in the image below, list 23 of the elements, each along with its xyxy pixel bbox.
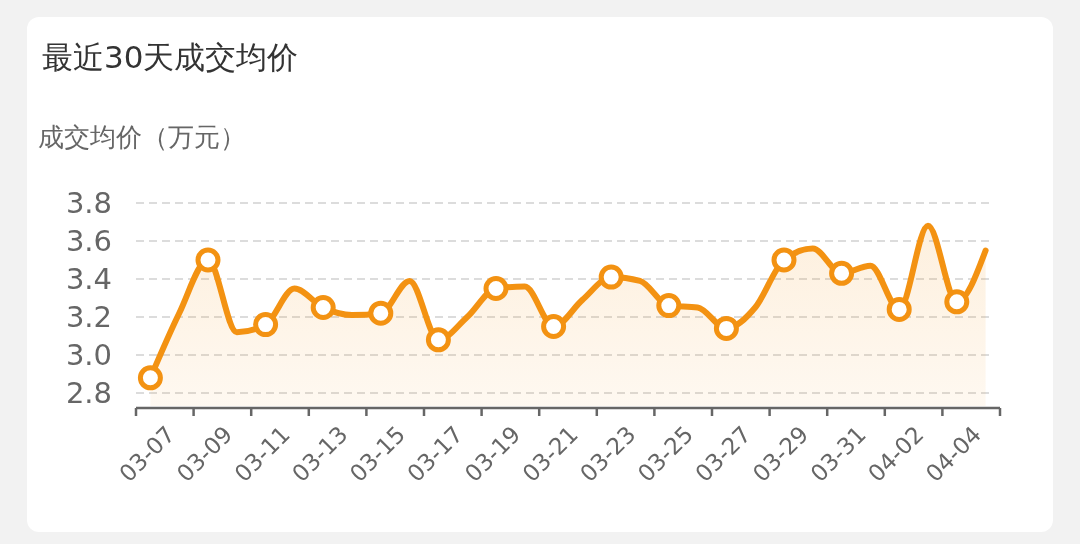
y-tick-label: 2.8 [65, 376, 112, 410]
point [598, 264, 624, 290]
point [656, 293, 682, 319]
point [886, 296, 912, 322]
point [713, 315, 739, 341]
point [483, 276, 509, 301]
y-tick-label: 3.8 [65, 186, 112, 220]
y-tick-label: 3.4 [65, 262, 112, 296]
point [137, 365, 163, 391]
chart-title: 最近30天成交均价 [42, 39, 299, 75]
y-tick-label: 3.6 [65, 224, 112, 258]
y-axis-title: 成交均价（万元） [38, 122, 246, 152]
point [195, 247, 221, 273]
point [829, 260, 855, 286]
y-tick-label: 3.0 [65, 338, 112, 372]
point [368, 300, 394, 326]
point [541, 314, 567, 339]
point [253, 312, 279, 338]
point [944, 289, 970, 315]
point [425, 327, 451, 353]
point [310, 295, 336, 320]
y-tick-label: 3.2 [65, 300, 112, 334]
point [771, 247, 797, 273]
